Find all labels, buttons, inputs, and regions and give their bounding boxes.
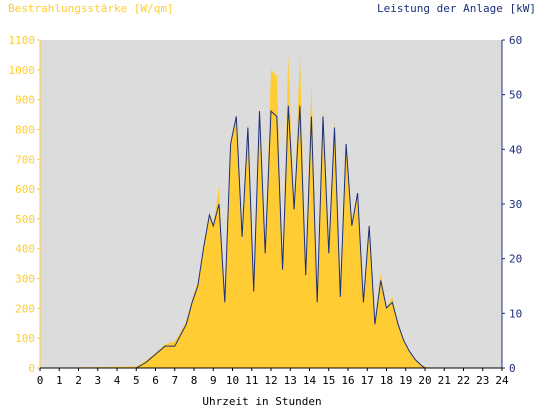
x-tick-label: 23 bbox=[476, 374, 489, 387]
irradiance-area bbox=[40, 51, 502, 369]
power-line bbox=[40, 105, 502, 369]
x-tick-label: 10 bbox=[226, 374, 239, 387]
x-tick-label: 20 bbox=[418, 374, 431, 387]
x-axis-ticks: 0 1 2 3 4 5 6 7 8 9 10 11 12 13 14 15 16 17 18 19 20 21 22 23 24 bbox=[37, 368, 509, 387]
x-tick-label: 2 bbox=[75, 374, 82, 387]
left-tick-label: 800 bbox=[15, 123, 35, 136]
x-tick-label: 12 bbox=[264, 374, 277, 387]
left-tick-label: 400 bbox=[15, 243, 35, 256]
right-axis-ticks: 0 10 20 30 40 50 60 bbox=[502, 34, 522, 375]
x-tick-label: 21 bbox=[438, 374, 451, 387]
left-tick-label: 900 bbox=[15, 94, 35, 107]
x-tick-label: 4 bbox=[114, 374, 121, 387]
right-axis-title: Leistung der Anlage [kW] bbox=[377, 2, 536, 15]
x-tick-label: 11 bbox=[245, 374, 258, 387]
right-tick-label: 10 bbox=[509, 307, 522, 320]
left-tick-label: 700 bbox=[15, 153, 35, 166]
x-tick-label: 0 bbox=[37, 374, 44, 387]
x-tick-label: 16 bbox=[341, 374, 354, 387]
left-axis-title: Bestrahlungsstärke [W/qm] bbox=[8, 2, 174, 15]
x-axis-title: Uhrzeit in Stunden bbox=[202, 395, 321, 408]
x-tick-label: 1 bbox=[56, 374, 63, 387]
left-axis-ticks: 0 100 200 300 400 500 600 700 800 900 1000 1100 bbox=[9, 34, 40, 375]
left-tick-label: 200 bbox=[15, 302, 35, 315]
right-tick-label: 0 bbox=[509, 362, 516, 375]
x-tick-label: 15 bbox=[322, 374, 335, 387]
right-tick-label: 40 bbox=[509, 143, 522, 156]
x-tick-label: 19 bbox=[399, 374, 412, 387]
left-tick-label: 1100 bbox=[9, 34, 36, 47]
x-tick-label: 14 bbox=[303, 374, 317, 387]
x-tick-label: 18 bbox=[380, 374, 393, 387]
x-tick-label: 6 bbox=[152, 374, 159, 387]
power-line-layer bbox=[40, 105, 502, 369]
x-tick-label: 17 bbox=[361, 374, 374, 387]
right-tick-label: 50 bbox=[509, 89, 522, 102]
x-tick-label: 8 bbox=[191, 374, 198, 387]
x-tick-label: 9 bbox=[210, 374, 217, 387]
left-tick-label: 300 bbox=[15, 273, 35, 286]
right-tick-label: 60 bbox=[509, 34, 522, 47]
x-tick-label: 3 bbox=[94, 374, 101, 387]
x-tick-label: 5 bbox=[133, 374, 140, 387]
left-tick-label: 600 bbox=[15, 183, 35, 196]
irradiance-area-layer bbox=[40, 51, 502, 369]
x-tick-label: 24 bbox=[495, 374, 509, 387]
left-tick-label: 500 bbox=[15, 213, 35, 226]
x-tick-label: 22 bbox=[457, 374, 470, 387]
right-tick-label: 20 bbox=[509, 253, 522, 266]
x-tick-label: 7 bbox=[171, 374, 178, 387]
left-tick-label: 1000 bbox=[9, 64, 36, 77]
left-tick-label: 100 bbox=[15, 332, 35, 345]
right-tick-label: 30 bbox=[509, 198, 522, 211]
x-tick-label: 13 bbox=[284, 374, 297, 387]
left-tick-label: 0 bbox=[28, 362, 35, 375]
